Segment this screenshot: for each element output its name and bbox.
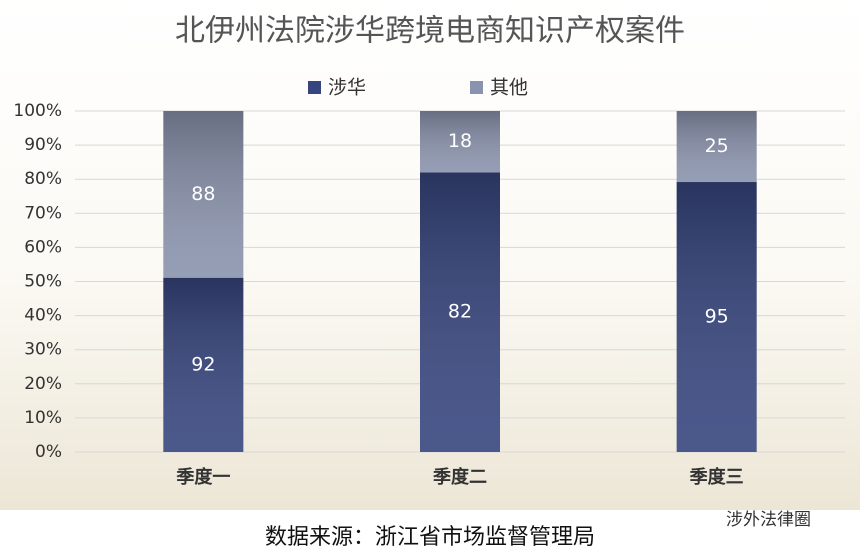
chart-title: 北伊州法院涉华跨境电商知识产权案件 bbox=[175, 14, 685, 49]
data-label: 25 bbox=[705, 135, 729, 157]
y-tick-label: 20% bbox=[24, 374, 62, 394]
source: 数据来源：浙江省市场监督管理局 bbox=[265, 525, 595, 550]
y-tick-label: 40% bbox=[24, 306, 62, 326]
y-tick-label: 10% bbox=[24, 408, 62, 428]
watermark: 涉外法律圈 bbox=[726, 510, 811, 530]
x-tick-label: 季度一 bbox=[176, 466, 230, 488]
y-tick-label: 0% bbox=[35, 442, 62, 462]
bar-shade bbox=[163, 111, 244, 278]
data-label: 82 bbox=[448, 301, 472, 323]
data-label: 88 bbox=[191, 183, 215, 205]
bar-shade bbox=[676, 111, 757, 183]
y-tick-label: 100% bbox=[13, 101, 62, 121]
x-tick-label: 季度三 bbox=[690, 466, 744, 488]
y-tick-label: 30% bbox=[24, 340, 62, 360]
y-tick-label: 70% bbox=[24, 203, 62, 223]
y-tick-label: 60% bbox=[24, 237, 62, 257]
data-label: 95 bbox=[705, 306, 729, 328]
bar-shade bbox=[676, 182, 757, 452]
legend-swatch bbox=[470, 81, 483, 94]
legend-label: 其他 bbox=[490, 77, 528, 99]
y-tick-label: 80% bbox=[24, 169, 62, 189]
legend-label: 涉华 bbox=[328, 77, 366, 99]
bar-shade bbox=[163, 277, 244, 452]
y-tick-label: 90% bbox=[24, 135, 62, 155]
data-label: 92 bbox=[191, 353, 215, 375]
data-label: 18 bbox=[448, 130, 472, 152]
bar-shade bbox=[420, 172, 500, 452]
x-tick-label: 季度二 bbox=[433, 466, 487, 488]
bar-shade bbox=[420, 111, 500, 173]
legend-swatch bbox=[308, 81, 321, 94]
y-tick-label: 50% bbox=[24, 272, 62, 292]
